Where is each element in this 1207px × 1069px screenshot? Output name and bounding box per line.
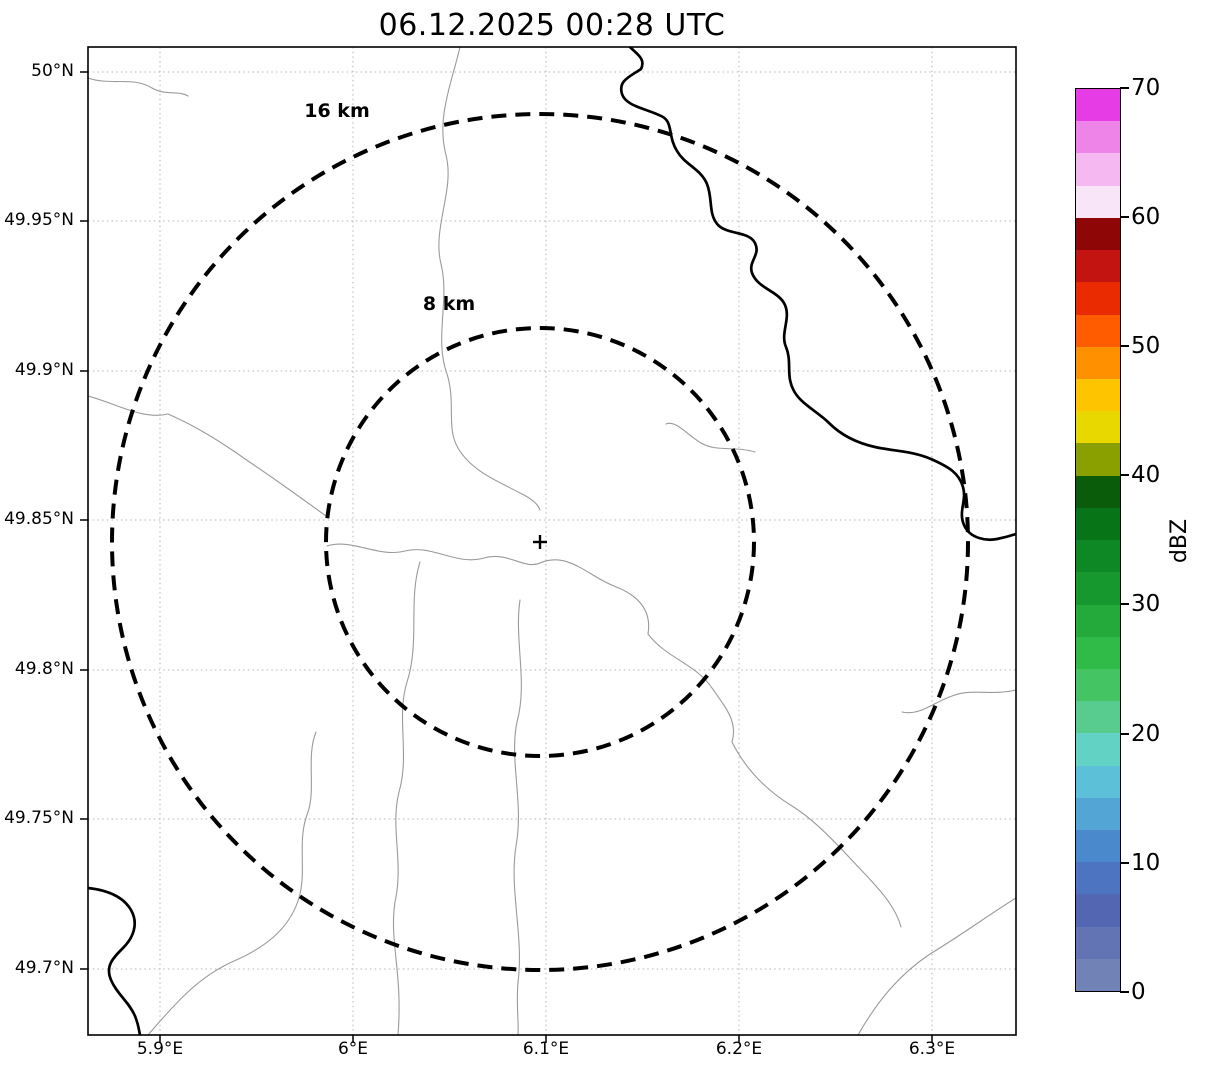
colorbar-band [1076, 636, 1120, 669]
colorbar-band [1076, 701, 1120, 734]
radar-site-marker [533, 535, 547, 549]
y-tick-label: 49.8°N [14, 659, 74, 679]
colorbar-band [1076, 121, 1120, 154]
colorbar-band [1076, 153, 1120, 186]
colorbar-band [1076, 443, 1120, 476]
y-tick-label: 49.85°N [4, 509, 74, 529]
colorbar-tick-label: 20 [1120, 721, 1191, 747]
y-tick-label: 49.9°N [14, 360, 74, 380]
boundary-path [665, 422, 756, 453]
y-tick-label: 49.95°N [4, 210, 74, 230]
figure-title: 06.12.2025 00:28 UTC [378, 8, 726, 43]
colorbar-band [1076, 507, 1120, 541]
boundary-path [901, 689, 1016, 714]
boundary-path [857, 897, 1016, 1035]
colorbar-band [1076, 830, 1120, 863]
colorbar-band [1076, 862, 1120, 895]
x-tick-label: 6.2°E [715, 1039, 763, 1059]
colorbar-band [1076, 346, 1120, 379]
ring-label-16km: 16 km [304, 100, 370, 122]
river-lines [88, 47, 1016, 1035]
colorbar-tick-label: 10 [1120, 850, 1191, 876]
colorbar-band [1076, 926, 1120, 959]
colorbar-band [1076, 314, 1120, 347]
colorbar-tick-label: 60 [1120, 204, 1191, 230]
colorbar-tick-label: 30 [1120, 591, 1191, 617]
colorbar-band [1076, 378, 1120, 412]
plot-border [87, 46, 1017, 1036]
boundary-path [147, 731, 317, 1035]
y-tick-label: 49.7°N [14, 958, 74, 978]
colorbar-band [1076, 475, 1120, 508]
colorbar-tick-label: 50 [1120, 333, 1191, 359]
range-ring-16km [110, 112, 970, 972]
colorbar-band [1076, 604, 1120, 637]
colorbar-band [1076, 733, 1120, 766]
colorbar-band [1076, 765, 1120, 798]
colorbar-band [1076, 797, 1120, 831]
boundary-path [513, 599, 522, 1035]
colorbar-band [1076, 89, 1120, 122]
colorbar-band [1076, 540, 1120, 573]
colorbar-band [1076, 217, 1120, 251]
colorbar-tick-label: 40 [1120, 462, 1191, 488]
ring-label-8km: 8 km [423, 293, 475, 315]
river-path-northeast [619, 47, 1016, 541]
colorbar-band [1076, 411, 1120, 444]
colorbar-band [1076, 668, 1120, 702]
colorbar-swatches [1076, 89, 1120, 992]
colorbar-band [1076, 282, 1120, 315]
range-ring-8km [324, 326, 756, 758]
colorbar-band [1076, 185, 1120, 218]
y-tick-label: 49.75°N [4, 808, 74, 828]
colorbar-tick-label: 0 [1120, 979, 1191, 1005]
boundary-path [392, 561, 421, 1035]
colorbar-axis-label: dBZ [1167, 518, 1192, 564]
y-tick-label: 50°N [31, 61, 74, 81]
x-tick-label: 6.1°E [522, 1039, 570, 1059]
colorbar [1075, 88, 1121, 992]
x-tick-label: 6.3°E [908, 1039, 956, 1059]
x-tick-label: 6°E [337, 1039, 369, 1059]
river-path-southwest [88, 886, 142, 1035]
colorbar-band [1076, 572, 1120, 605]
colorbar-band [1076, 250, 1120, 283]
boundary-path [326, 543, 902, 928]
axis-tick-marks [80, 71, 933, 1043]
colorbar-band [1076, 958, 1120, 992]
map-boundaries [88, 47, 1016, 1035]
x-tick-label: 5.9°E [136, 1039, 184, 1059]
colorbar-band [1076, 894, 1120, 927]
boundary-path [88, 395, 327, 517]
colorbar-tick-label: 70 [1120, 75, 1191, 101]
boundary-path [88, 77, 189, 97]
boundary-path [438, 47, 541, 511]
